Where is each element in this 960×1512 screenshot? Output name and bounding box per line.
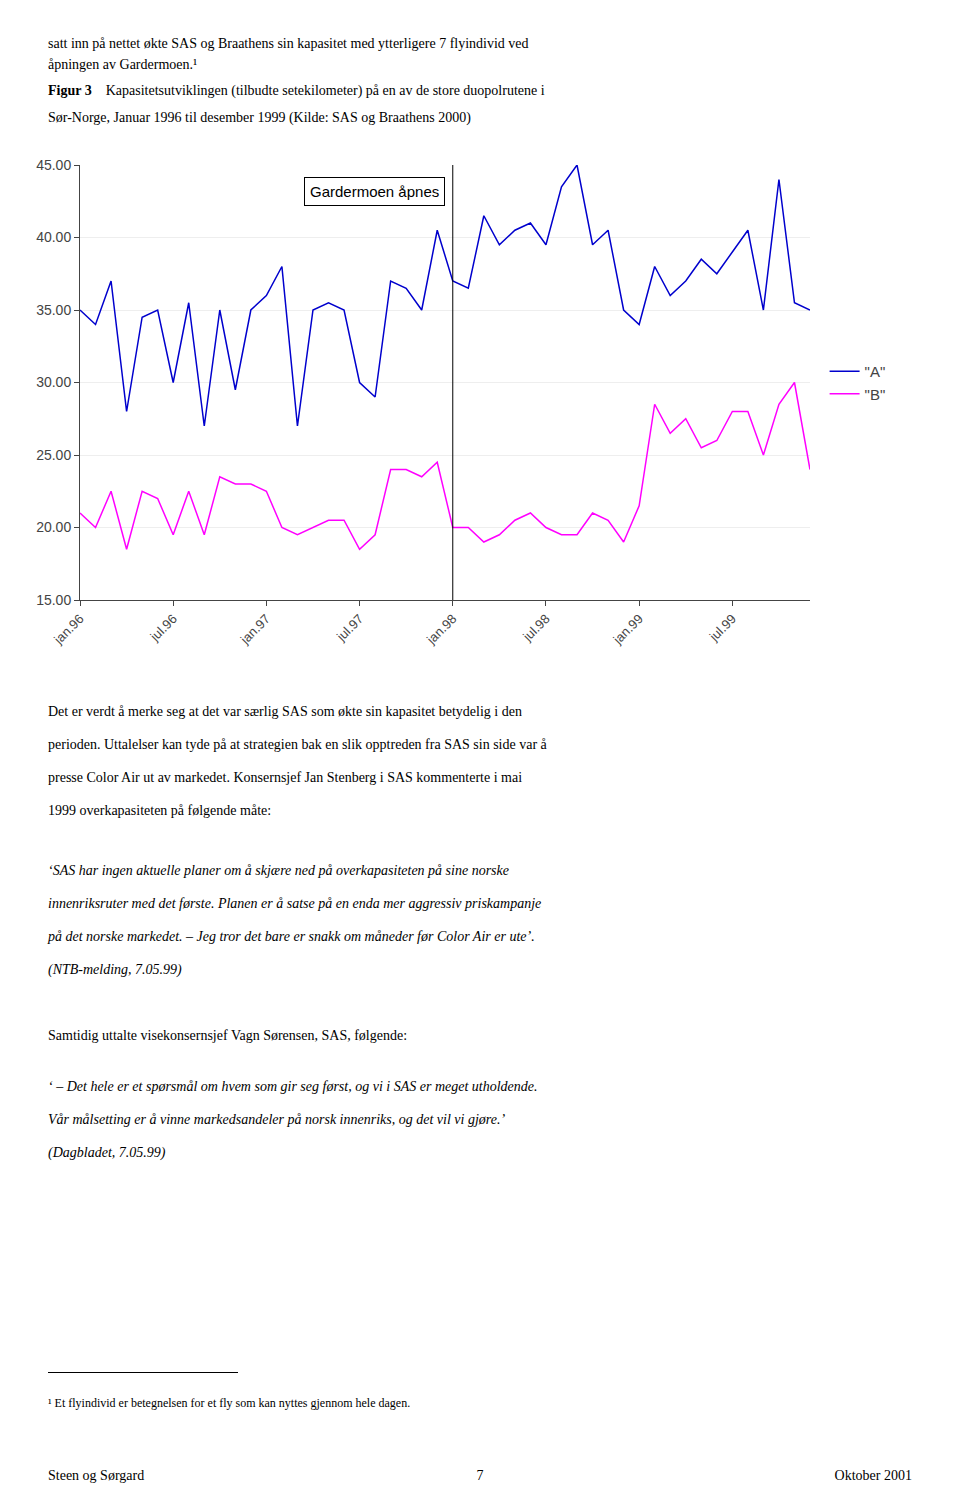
svg-text:35.00: 35.00 (36, 302, 71, 318)
svg-text:"B": "B" (865, 386, 886, 403)
html-text:innenriksruter med det første.: innenriksruter med det første. Planen er… (48, 896, 542, 911)
html-text:Det er verdt å merke seg at de: Det er verdt å merke seg at det var særl… (48, 704, 522, 719)
html-text:satt inn på nettet økte SAS og: satt inn på nettet økte SAS og Braathens… (48, 36, 529, 51)
svg-text:jan.97: jan.97 (237, 611, 273, 647)
html-text:7: 7 (476, 1468, 484, 1483)
svg-text:jan.99: jan.99 (610, 611, 646, 647)
html-text:1999 overkapasiteten på følgen: 1999 overkapasiteten på følgende måte: (48, 803, 272, 818)
html-text:presse Color Air ut av markede: presse Color Air ut av markedet. Konsern… (48, 770, 523, 785)
html-text:‘ – Det hele er et spørsmål om: ‘ – Det hele er et spørsmål om hvem som … (48, 1079, 538, 1094)
svg-text:jul.98: jul.98 (519, 611, 552, 644)
svg-text:20.00: 20.00 (36, 519, 71, 535)
svg-text:jul.97: jul.97 (333, 611, 366, 644)
svg-text:30.00: 30.00 (36, 374, 71, 390)
svg-text:Gardermoen åpnes: Gardermoen åpnes (310, 183, 439, 200)
html-text:Steen og Sørgard: Steen og Sørgard (48, 1468, 145, 1483)
html-text:Oktober 2001: Oktober 2001 (834, 1468, 912, 1483)
svg-text:jul.99: jul.99 (706, 611, 739, 644)
svg-text:25.00: 25.00 (36, 447, 71, 463)
html-text:Vår målsetting er å vinne mark: Vår målsetting er å vinne markedsandeler… (48, 1112, 506, 1127)
html-text:‘SAS har ingen aktuelle planer: ‘SAS har ingen aktuelle planer om å skjæ… (48, 863, 509, 878)
html-text:Sør-Norge, Januar 1996 til des: Sør-Norge, Januar 1996 til desember 1999… (48, 110, 471, 125)
html-text:(NTB-melding, 7.05.99): (NTB-melding, 7.05.99) (48, 962, 182, 977)
svg-text:jan.98: jan.98 (423, 611, 459, 647)
svg-text:"A": "A" (865, 363, 886, 380)
svg-text:40.00: 40.00 (36, 229, 71, 245)
html-text:på det norske markedet. – Jeg: på det norske markedet. – Jeg tror det b… (48, 929, 535, 944)
svg-text:15.00: 15.00 (36, 592, 71, 608)
html-text:¹ Et flyindivid er betegnelsen: ¹ Et flyindivid er betegnelsen for et fl… (48, 1396, 411, 1410)
html-text:Figur 3: Figur 3 (48, 83, 92, 98)
html-text:Kapasitetsutviklingen (tilbudt: Kapasitetsutviklingen (tilbudte setekilo… (105, 83, 545, 98)
svg-text:jan.96: jan.96 (50, 611, 86, 647)
html-text:åpningen av Gardermoen.¹: åpningen av Gardermoen.¹ (48, 57, 198, 72)
html-text:perioden. Uttalelser kan tyde: perioden. Uttalelser kan tyde på at stra… (48, 737, 547, 752)
html-text:(Dagbladet, 7.05.99): (Dagbladet, 7.05.99) (48, 1145, 166, 1160)
svg-text:jul.96: jul.96 (147, 611, 180, 644)
svg-text:45.00: 45.00 (36, 157, 71, 173)
html-text:Samtidig uttalte visekonsernsj: Samtidig uttalte visekonsernsjef Vagn Sø… (48, 1028, 407, 1043)
